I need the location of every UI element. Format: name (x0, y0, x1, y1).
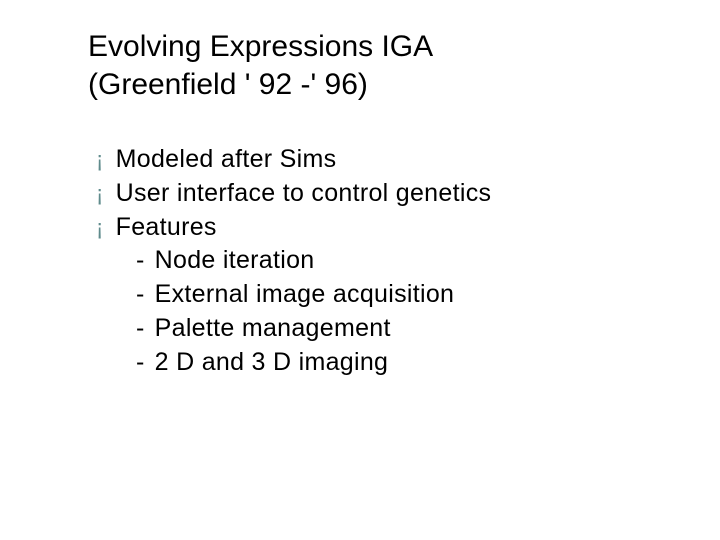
bullet-text: Features (116, 211, 217, 245)
dash-icon: - (136, 244, 145, 278)
sub-bullet-item: - Palette management (136, 312, 680, 346)
sub-bullet-text: External image acquisition (155, 278, 455, 312)
bullet-text: User interface to control genetics (116, 177, 492, 211)
dash-icon: - (136, 278, 145, 312)
title-line-1: Evolving Expressions IGA (88, 30, 433, 63)
sub-bullet-item: - 2 D and 3 D imaging (136, 346, 680, 380)
sub-bullet-item: - External image acquisition (136, 278, 680, 312)
bullet-item: ¡ Features (96, 211, 680, 245)
sub-bullet-text: 2 D and 3 D imaging (155, 346, 389, 380)
bullet-item: ¡ User interface to control genetics (96, 177, 680, 211)
slide-title: Evolving Expressions IGA (Greenfield ' 9… (88, 28, 680, 103)
sub-bullet-text: Palette management (155, 312, 391, 346)
circle-bullet-icon: ¡ (96, 145, 104, 175)
circle-bullet-icon: ¡ (96, 179, 104, 209)
bullet-text: Modeled after Sims (116, 143, 337, 177)
dash-icon: - (136, 312, 145, 346)
slide: Evolving Expressions IGA (Greenfield ' 9… (0, 0, 720, 540)
circle-bullet-icon: ¡ (96, 213, 104, 243)
sub-bullet-text: Node iteration (155, 244, 315, 278)
title-line-2: (Greenfield ' 92 -' 96) (88, 68, 368, 101)
slide-body: ¡ Modeled after Sims ¡ User interface to… (88, 143, 680, 379)
bullet-item: ¡ Modeled after Sims (96, 143, 680, 177)
sub-bullet-item: - Node iteration (136, 244, 680, 278)
dash-icon: - (136, 346, 145, 380)
